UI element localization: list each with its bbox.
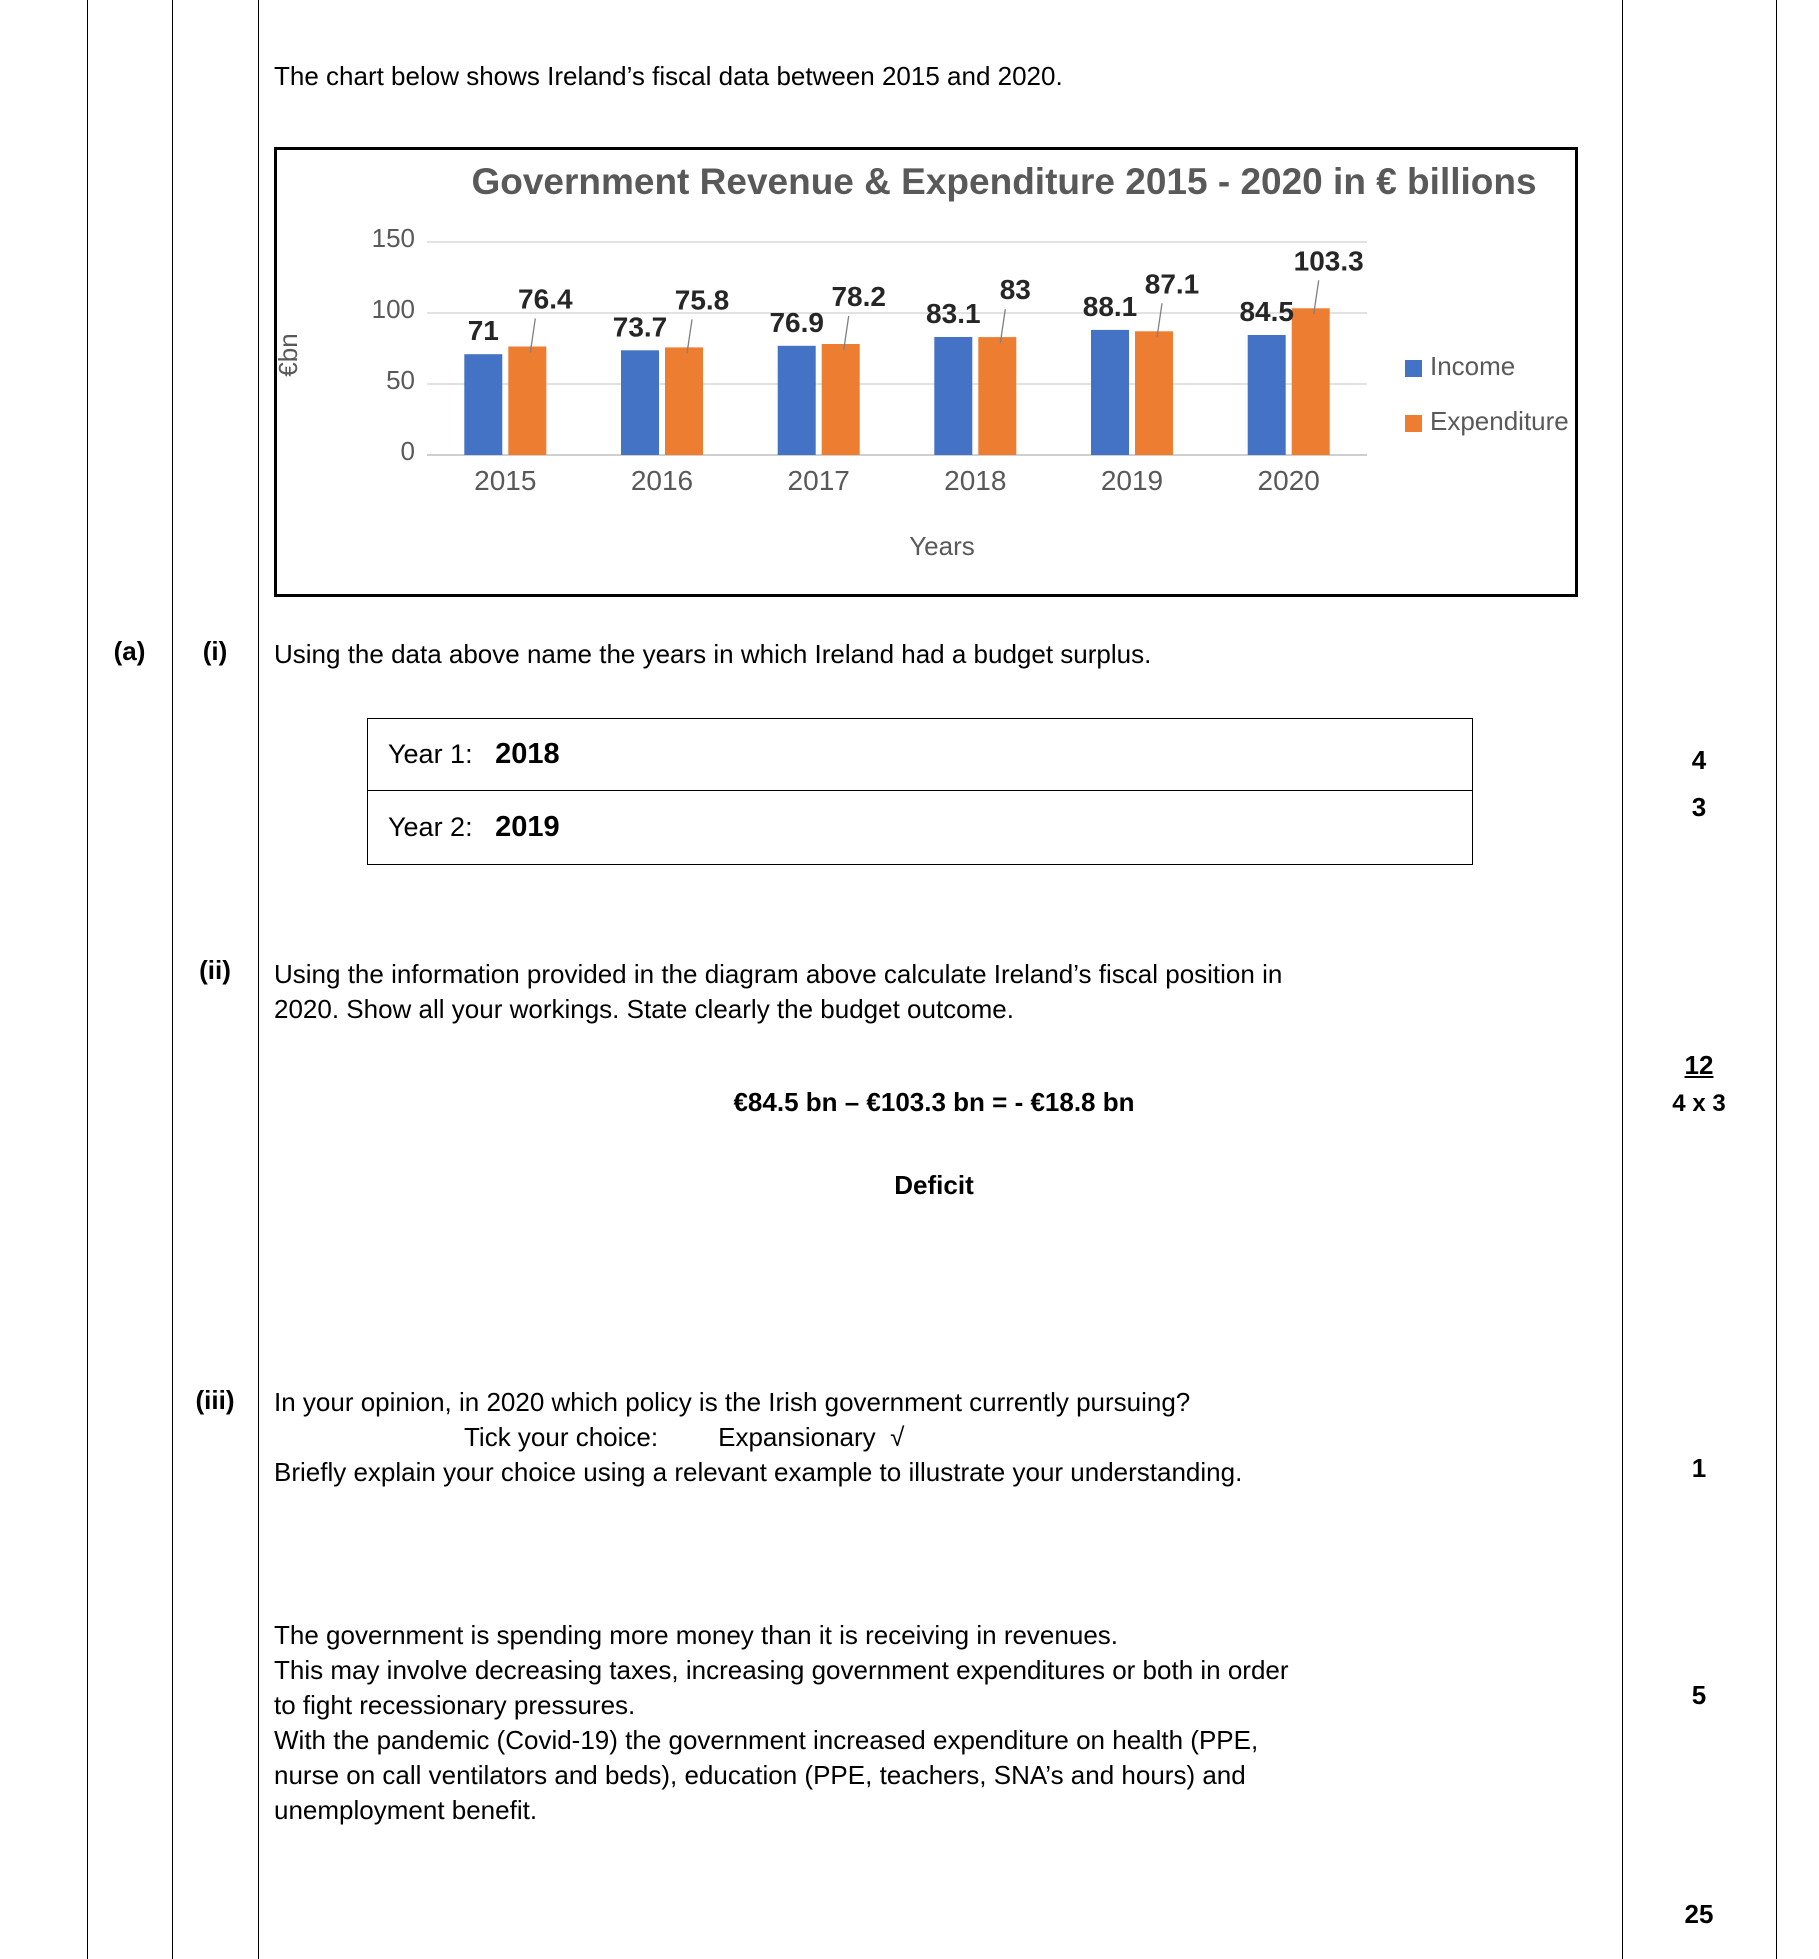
svg-text:87.1: 87.1 bbox=[1145, 268, 1200, 299]
svg-text:€bn: €bn bbox=[277, 333, 303, 376]
svg-text:Expenditure: Expenditure bbox=[1430, 406, 1569, 436]
svg-text:75.8: 75.8 bbox=[675, 284, 730, 315]
svg-text:0: 0 bbox=[401, 436, 415, 466]
svg-text:2020: 2020 bbox=[1258, 465, 1320, 496]
svg-text:73.7: 73.7 bbox=[613, 311, 668, 342]
svg-text:Government Revenue & Expenditu: Government Revenue & Expenditure 2015 - … bbox=[471, 161, 1536, 202]
svg-text:71: 71 bbox=[468, 315, 499, 346]
svg-text:150: 150 bbox=[372, 223, 415, 253]
svg-text:88.1: 88.1 bbox=[1083, 291, 1138, 322]
svg-text:76.9: 76.9 bbox=[769, 307, 824, 338]
svg-text:2018: 2018 bbox=[944, 465, 1006, 496]
svg-text:50: 50 bbox=[386, 365, 415, 395]
svg-text:103.3: 103.3 bbox=[1294, 245, 1364, 276]
svg-text:Years: Years bbox=[909, 531, 975, 561]
svg-text:83.1: 83.1 bbox=[926, 298, 981, 329]
svg-text:2015: 2015 bbox=[474, 465, 536, 496]
svg-text:83: 83 bbox=[1000, 274, 1031, 305]
svg-text:84.5: 84.5 bbox=[1239, 296, 1294, 327]
svg-text:78.2: 78.2 bbox=[831, 281, 886, 312]
svg-text:Income: Income bbox=[1430, 351, 1515, 381]
svg-text:100: 100 bbox=[372, 294, 415, 324]
svg-text:2016: 2016 bbox=[631, 465, 693, 496]
svg-text:76.4: 76.4 bbox=[518, 284, 573, 315]
svg-text:2017: 2017 bbox=[788, 465, 850, 496]
svg-text:2019: 2019 bbox=[1101, 465, 1163, 496]
